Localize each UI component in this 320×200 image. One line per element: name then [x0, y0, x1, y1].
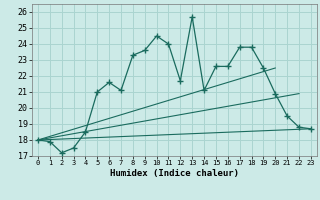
X-axis label: Humidex (Indice chaleur): Humidex (Indice chaleur) — [110, 169, 239, 178]
